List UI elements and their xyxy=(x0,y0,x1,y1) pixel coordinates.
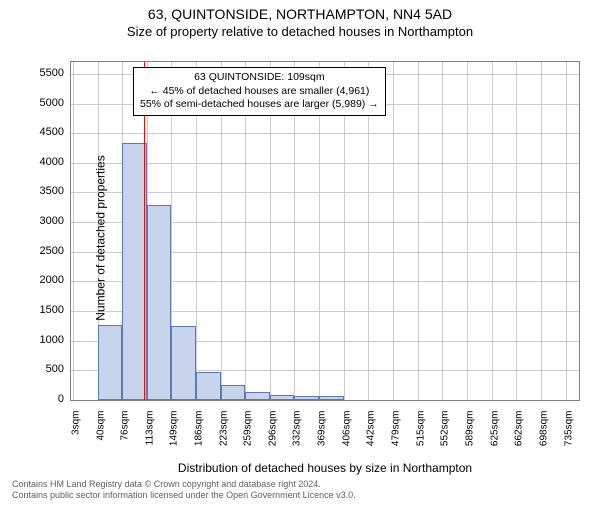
chart-area: 63 QUINTONSIDE: 109sqm← 45% of detached … xyxy=(70,61,580,401)
ytick-label: 2500 xyxy=(14,245,64,257)
histogram-bar xyxy=(319,396,344,400)
ytick-label: 1500 xyxy=(14,304,64,316)
footer-line-2: Contains public sector information licen… xyxy=(12,490,356,502)
xtick-label: 149sqm xyxy=(169,411,180,471)
plot-region: 63 QUINTONSIDE: 109sqm← 45% of detached … xyxy=(70,61,580,401)
gridline-v xyxy=(393,62,394,400)
histogram-bar xyxy=(221,385,245,400)
ytick-label: 3000 xyxy=(14,215,64,227)
gridline-v xyxy=(418,62,419,400)
chart-title: 63, QUINTONSIDE, NORTHAMPTON, NN4 5AD xyxy=(0,6,600,22)
ytick-label: 4000 xyxy=(14,156,64,168)
xtick-label: 662sqm xyxy=(514,411,525,471)
footer-caption: Contains HM Land Registry data © Crown c… xyxy=(12,479,356,502)
xtick-label: 552sqm xyxy=(440,411,451,471)
xtick-label: 40sqm xyxy=(95,411,106,471)
histogram-bar xyxy=(98,325,122,400)
xtick-label: 406sqm xyxy=(342,411,353,471)
xtick-label: 186sqm xyxy=(194,411,205,471)
xtick-label: 296sqm xyxy=(268,411,279,471)
histogram-bar xyxy=(171,326,196,400)
gridline-v xyxy=(73,62,74,400)
gridline-v xyxy=(442,62,443,400)
histogram-bar xyxy=(294,396,319,400)
xtick-label: 3sqm xyxy=(71,411,82,471)
gridline-v xyxy=(492,62,493,400)
histogram-bar xyxy=(245,392,270,400)
footer-line-1: Contains HM Land Registry data © Crown c… xyxy=(12,479,356,491)
annotation-box: 63 QUINTONSIDE: 109sqm← 45% of detached … xyxy=(133,67,386,116)
xtick-label: 113sqm xyxy=(145,411,156,471)
gridline-v xyxy=(541,62,542,400)
xtick-label: 515sqm xyxy=(415,411,426,471)
ytick-label: 5000 xyxy=(14,97,64,109)
xtick-label: 735sqm xyxy=(563,411,574,471)
xtick-label: 259sqm xyxy=(243,411,254,471)
gridline-v xyxy=(467,62,468,400)
figure-container: 63, QUINTONSIDE, NORTHAMPTON, NN4 5AD Si… xyxy=(0,6,600,506)
xtick-label: 479sqm xyxy=(391,411,402,471)
ytick-label: 4500 xyxy=(14,126,64,138)
annotation-line-1: 63 QUINTONSIDE: 109sqm xyxy=(140,71,379,85)
chart-subtitle: Size of property relative to detached ho… xyxy=(0,24,600,39)
xtick-label: 589sqm xyxy=(465,411,476,471)
annotation-line-3: 55% of semi-detached houses are larger (… xyxy=(140,98,379,112)
xtick-label: 223sqm xyxy=(219,411,230,471)
ytick-label: 3500 xyxy=(14,185,64,197)
xtick-label: 76sqm xyxy=(120,411,131,471)
xtick-label: 369sqm xyxy=(317,411,328,471)
histogram-bar xyxy=(270,395,294,400)
ytick-label: 5500 xyxy=(14,67,64,79)
ytick-label: 500 xyxy=(14,363,64,375)
annotation-line-2: ← 45% of detached houses are smaller (4,… xyxy=(140,85,379,99)
xtick-label: 698sqm xyxy=(538,411,549,471)
xtick-label: 332sqm xyxy=(292,411,303,471)
xtick-label: 442sqm xyxy=(366,411,377,471)
ytick-label: 0 xyxy=(14,393,64,405)
y-axis-label: Number of detached properties xyxy=(94,155,108,320)
histogram-bar xyxy=(147,205,171,400)
gridline-v xyxy=(566,62,567,400)
histogram-bar xyxy=(122,143,147,400)
histogram-bar xyxy=(196,372,221,400)
xtick-label: 625sqm xyxy=(489,411,500,471)
gridline-v xyxy=(516,62,517,400)
ytick-label: 2000 xyxy=(14,274,64,286)
ytick-label: 1000 xyxy=(14,334,64,346)
